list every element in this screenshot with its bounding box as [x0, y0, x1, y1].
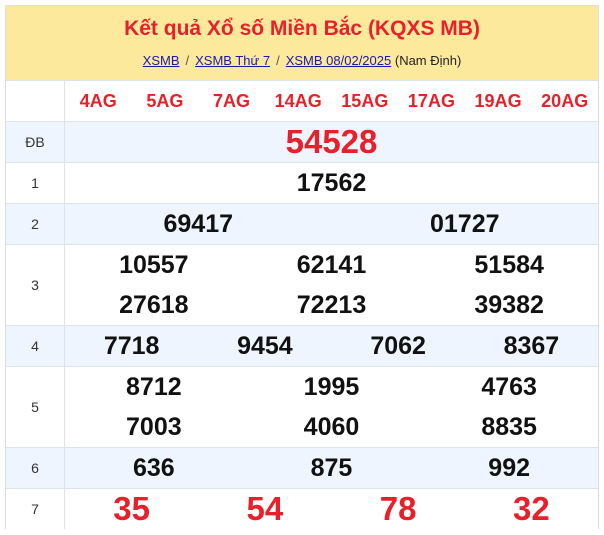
prize-number: 54	[246, 490, 284, 527]
prize-label: 2	[6, 204, 65, 244]
breadcrumb-xsmb-date[interactable]: XSMB 08/02/2025	[285, 53, 392, 68]
prize-label: 1	[6, 163, 65, 203]
prize-label: ĐB	[6, 122, 65, 162]
prize-label: 6	[6, 448, 65, 488]
row-label	[6, 81, 65, 121]
prize-number: 8835	[481, 412, 537, 441]
results-table: Kết quả Xổ số Miền Bắc (KQXS MB) XSMB / XS…	[5, 5, 599, 529]
province: (Nam Định)	[394, 53, 462, 68]
page-title: Kết quả Xổ số Miền Bắc (KQXS MB)	[124, 17, 480, 40]
prize-number: 72213	[296, 290, 367, 319]
prize-number: 78	[379, 490, 417, 527]
prize-number: 8712	[126, 372, 182, 401]
prize-label: 7	[6, 489, 65, 529]
prize-row: 5 8712 1995 4763 7003 4060 8835	[6, 366, 598, 447]
prize-number: 875	[310, 453, 353, 482]
prize-number: 51584	[474, 250, 544, 279]
prize-row: 1 17562	[6, 162, 598, 203]
prize-number: 992	[488, 453, 531, 482]
prize-number: 10557	[119, 250, 189, 279]
prize-number: 69417	[163, 209, 234, 238]
prize-number: 39382	[474, 290, 544, 319]
code-cell: 15AG	[341, 90, 389, 111]
code-cell: 4AG	[79, 90, 117, 111]
prize-row: 3 10557 62141 51584 27618 72213 39382	[6, 244, 598, 325]
prize-number: 4763	[481, 372, 537, 401]
code-cell: 17AG	[407, 90, 455, 111]
prize-number: 7062	[370, 331, 426, 360]
prize-number: 62141	[296, 250, 367, 279]
prize-number: 32	[513, 490, 550, 527]
results-header: Kết quả Xổ số Miền Bắc (KQXS MB) XSMB / XS…	[6, 6, 598, 80]
prize-number: 1995	[303, 372, 360, 401]
prize-label: 3	[6, 245, 65, 325]
prize-label: 4	[6, 326, 65, 366]
prize-number: 27618	[119, 290, 189, 319]
prize-label: 5	[6, 367, 65, 447]
prize-row: 7 35 54 78 32	[6, 488, 598, 529]
prize-number: 17562	[296, 168, 367, 197]
code-cell: 14AG	[274, 90, 322, 111]
breadcrumb-xsmb-thu7[interactable]: XSMB Thứ 7	[195, 53, 271, 68]
separator: /	[185, 53, 190, 68]
code-cell: 7AG	[213, 90, 251, 111]
prize-row: 6 636 875 992	[6, 447, 598, 488]
prize-number: 35	[113, 490, 150, 527]
code-cell: 5AG	[146, 90, 184, 111]
breadcrumb-xsmb[interactable]: XSMB	[142, 53, 180, 68]
separator: /	[276, 53, 280, 68]
prize-row: 4 7718 9454 7062 8367	[6, 325, 598, 366]
codes-row: 4AG 5AG 7AG 14AG 15AG 17AG 19AG 20AG	[6, 80, 598, 121]
prize-number: 54528	[285, 123, 378, 160]
prize-number: 01727	[429, 209, 500, 238]
code-cell: 20AG	[541, 90, 589, 111]
prize-number: 636	[132, 453, 175, 482]
prize-row: ĐB 54528	[6, 121, 598, 162]
prize-number: 9454	[237, 331, 293, 360]
prize-row: 2 69417 01727	[6, 203, 598, 244]
prize-number: 7003	[126, 412, 182, 441]
code-cell: 19AG	[474, 90, 522, 111]
prize-number: 4060	[303, 412, 360, 441]
prize-number: 7718	[103, 331, 160, 360]
prize-number: 8367	[503, 331, 560, 360]
breadcrumb: XSMB / XSMB Thứ 7 / XSMB 08/02/2025 (Nam Địn…	[6, 53, 598, 68]
